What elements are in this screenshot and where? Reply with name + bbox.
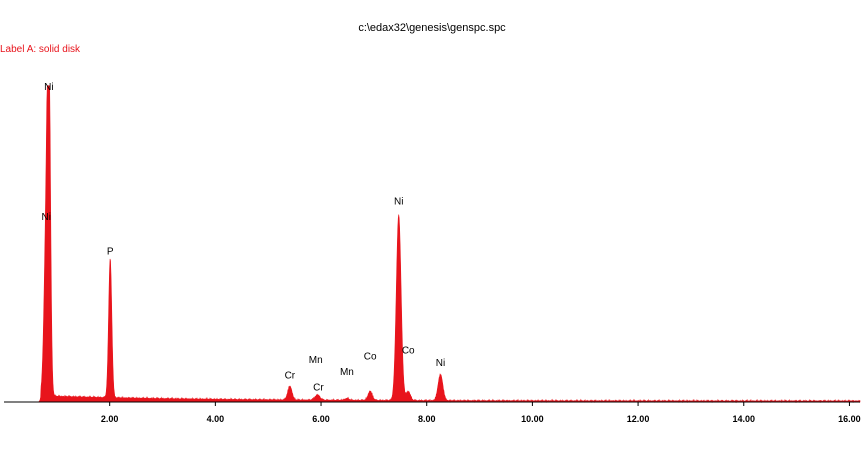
- spectrum-fill: [4, 85, 861, 404]
- spectrum-file-title: c:\edax32\genesis\genspc.spc: [358, 22, 506, 34]
- peak-label-ni: Ni: [436, 358, 445, 369]
- peak-label-p: P: [107, 246, 114, 257]
- x-tick-label: 8.00: [418, 414, 436, 424]
- peak-label-ni: Ni: [394, 197, 403, 208]
- peak-label-co: Co: [402, 346, 415, 357]
- peak-label-mn: Mn: [309, 355, 323, 366]
- x-tick-label: 4.00: [207, 414, 225, 424]
- x-tick-label: 6.00: [312, 414, 330, 424]
- spectrum-label: Label A: solid disk: [0, 44, 81, 55]
- peak-label-mn: Mn: [340, 367, 354, 378]
- x-tick-label: 16.00: [838, 414, 861, 424]
- x-axis-ticks: 2.00 4.00 6.00 8.00 10.00 12.00 14.00 16.00: [101, 402, 861, 424]
- peak-label-cr: Cr: [313, 383, 324, 394]
- peak-label-co: Co: [364, 352, 377, 363]
- spectrum-area: [4, 85, 861, 404]
- x-tick-label: 12.00: [627, 414, 650, 424]
- peak-label-ni: Ni: [42, 212, 51, 223]
- x-tick-label: 14.00: [732, 414, 755, 424]
- x-tick-label: 10.00: [521, 414, 544, 424]
- peak-label-ni: Ni: [44, 82, 53, 93]
- peak-labels: Ni Ni P Cr Cr Mn Mn Co Co Ni Ni: [42, 82, 446, 394]
- x-tick-label: 2.00: [101, 414, 119, 424]
- peak-label-cr: Cr: [285, 370, 296, 381]
